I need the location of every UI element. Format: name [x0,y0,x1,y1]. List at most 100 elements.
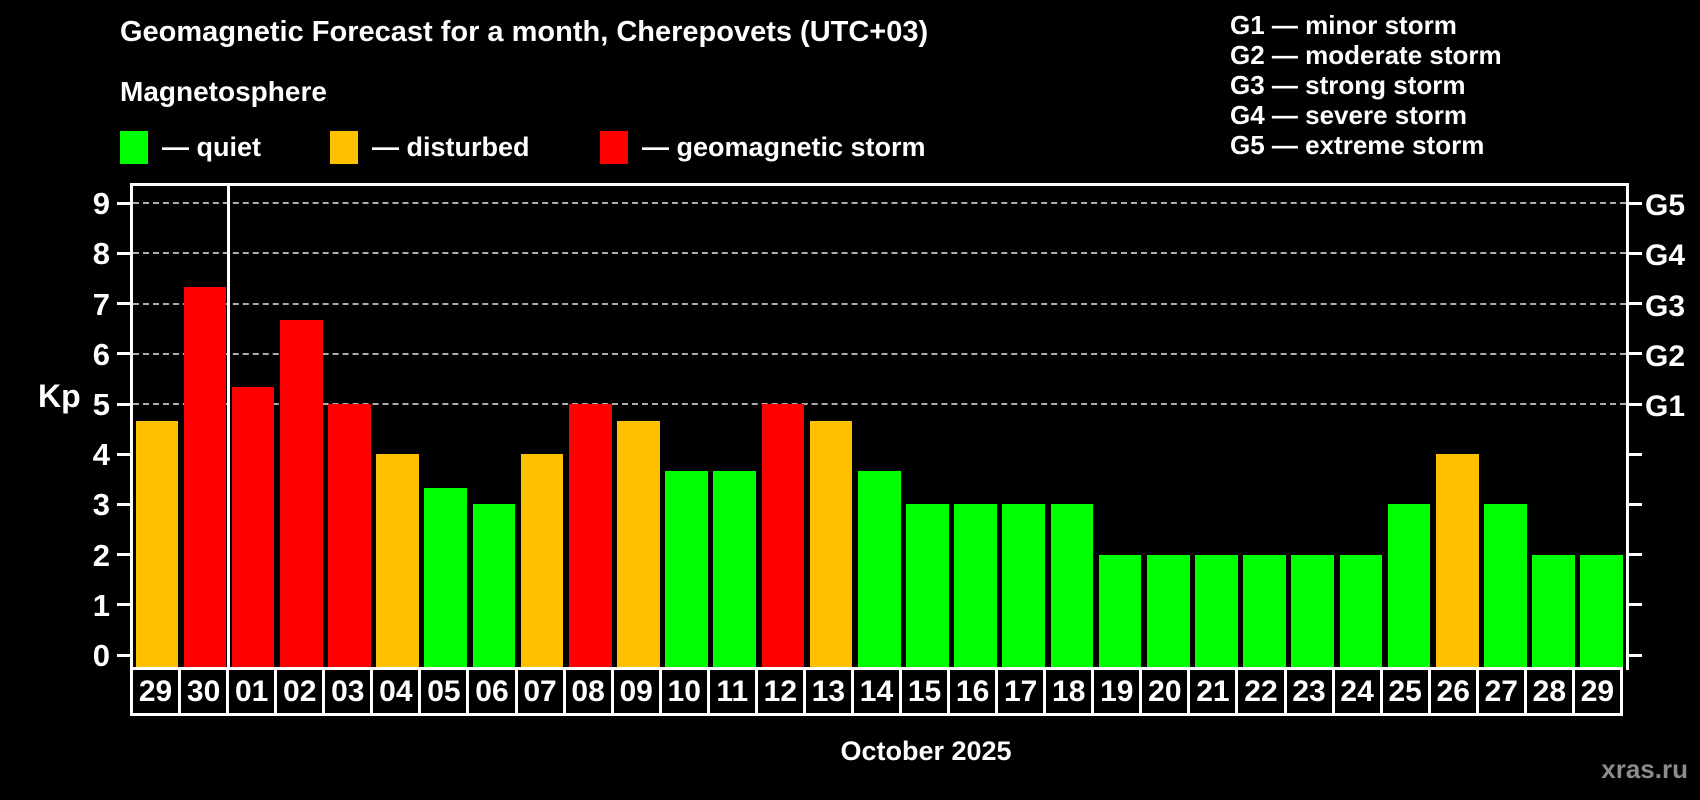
kp-bar-day-24 [1339,554,1383,670]
kp-bar-day-15 [906,504,949,670]
g-scale-label-g1: G1 [1645,390,1686,423]
day-label-cell: 08 [562,667,614,716]
magnetosphere-legend: — quiet — disturbed — geomagnetic storm [0,126,1100,168]
kp-bar-day-19 [1098,554,1142,670]
kp-bar-day-26 [1435,454,1479,670]
y-axis-tick [117,352,130,356]
kp-bar-day-27 [1484,504,1527,670]
right-axis-tick [1629,452,1642,456]
day-label-cell: 24 [1331,667,1383,716]
y-axis-tick [117,302,130,306]
day-label-cell: 01 [226,667,278,716]
right-axis-tick [1629,402,1642,406]
y-axis-title: Kp [38,378,81,414]
day-label-cell: 19 [1091,667,1143,716]
y-axis-tick [117,201,130,205]
kp-bar-day-08 [568,404,612,670]
legend-label-disturbed: — disturbed [372,131,530,162]
y-tick-label: 6 [92,336,110,372]
g-scale-label-g3: G3 [1645,289,1686,323]
day-label-cell: 15 [899,667,951,716]
kp-bar-day-25 [1387,504,1431,670]
grid-line-kp6 [133,352,1626,355]
day-label-cell: 27 [1475,667,1527,716]
plot-area: 0 1 2 3 4 5 6 7 8 9 G1 G2 G3 G4 G5 [93,183,1685,673]
storm-scale-legend: G1 — minor storm G2 — moderate storm G3 — … [1230,10,1502,160]
storm-scale-line-1: G1 — minor storm [1230,10,1457,40]
kp-bar-day-17 [1002,504,1046,670]
day-label-cell: 10 [658,667,710,716]
day-label-cell: 05 [418,667,470,716]
y-axis-tick [117,402,130,406]
y-tick-label: 3 [92,487,110,523]
g-scale-label-g4: G4 [1645,239,1686,273]
right-axis-tick [1629,502,1642,506]
kp-bar-day-28 [1532,554,1575,670]
kp-bar-day-29 [1580,554,1623,670]
kp-bar-day-07 [520,454,564,670]
y-axis-tick [117,653,130,657]
right-axis-tick [1629,603,1642,607]
grid-line-kp7 [133,302,1626,305]
day-label-cell: 20 [1139,667,1191,716]
kp-bar-day-10 [665,470,708,670]
day-label-cell: 11 [706,667,758,716]
day-label-cell: 07 [514,667,566,716]
day-label-cell: 26 [1427,667,1479,716]
right-axis-tick [1629,302,1642,306]
kp-bar-day-16 [954,504,997,670]
kp-bar-day-14 [857,470,901,670]
y-axis-tick [117,603,130,607]
day-label-cell: 06 [466,667,518,716]
kp-bar-day-03 [328,404,371,670]
right-axis-tick [1629,653,1642,657]
legend-swatch-storm [600,130,628,164]
y-tick-label: 1 [92,587,110,623]
day-label-cell: 13 [802,667,854,716]
legend-label-quiet: — quiet [162,131,261,162]
right-axis-tick [1629,553,1642,557]
y-axis-tick [117,502,130,506]
x-axis-title: October 2025 [840,736,1012,766]
month-separator-line [227,186,231,670]
kp-bar-day-23 [1291,554,1335,670]
page-title: Geomagnetic Forecast for a month, Cherep… [120,16,929,48]
y-tick-label: 5 [92,387,110,422]
kp-bar-day-22 [1243,554,1286,670]
day-label-cell: 23 [1283,667,1335,716]
day-label-cell: 21 [1187,667,1239,716]
kp-bar-day-09 [617,420,660,670]
day-label-cell: 18 [1043,667,1095,716]
kp-bar-day-02 [279,320,323,670]
chart-subtitle: Magnetosphere [120,76,327,107]
day-label-cell: 04 [370,667,422,716]
storm-scale-line-2: G2 — moderate storm [1230,40,1502,70]
legend-item-storm: — geomagnetic storm [600,126,926,168]
kp-bar-day-11 [713,470,757,670]
y-tick-label: 7 [92,286,110,322]
kp-bar-day-04 [376,454,419,670]
legend-label-storm: — geomagnetic storm [642,131,926,162]
y-axis-tick [117,452,130,456]
day-label-cell: 29 [1571,667,1623,716]
x-axis-day-labels: 29 30 01 02 03 04 05 06 07 08 09 10 11 12 13 14 15 16 17 18… [130,667,1623,716]
storm-scale-line-4: G4 — severe storm [1230,100,1468,130]
y-tick-label: 9 [92,186,110,222]
day-label-cell: 28 [1523,667,1575,716]
grid-line-kp8 [133,252,1626,255]
y-tick-label: 8 [92,236,110,272]
g-scale-label-g2: G2 [1645,339,1686,373]
kp-bar-day-06 [472,504,516,670]
day-label-cell: 22 [1235,667,1287,716]
kp-bar-day-30 [183,287,227,670]
storm-scale-line-3: G3 — strong storm [1230,70,1466,100]
kp-bar-day-12 [761,404,805,670]
g-scale-label-g5: G5 [1645,189,1686,223]
day-label-cell: 30 [178,667,230,716]
day-label-cell: 25 [1379,667,1431,716]
day-label-cell: 03 [322,667,374,716]
kp-bar-day-29 [135,420,179,670]
right-axis-tick [1629,352,1642,356]
kp-bar-day-13 [809,420,853,670]
